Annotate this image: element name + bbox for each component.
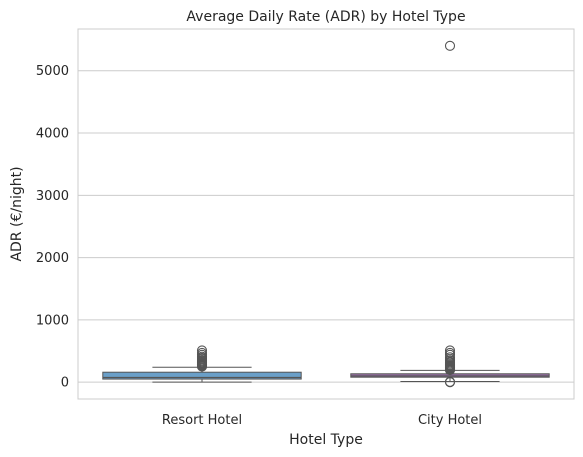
y-tick-label: 4000 <box>36 127 69 142</box>
y-tick-label: 3000 <box>36 189 69 204</box>
box-iqr <box>102 371 302 380</box>
outlier-point <box>444 40 456 51</box>
y-axis-label: ADR (€/night) <box>9 166 25 261</box>
outlier-point <box>444 376 456 387</box>
y-tick-label: 0 <box>61 376 69 391</box>
x-axis-label: Hotel Type <box>289 432 363 448</box>
outlier-point <box>444 347 456 358</box>
x-tick-label: City Hotel <box>418 413 482 428</box>
boxes <box>102 40 550 388</box>
outlier-point <box>444 345 456 356</box>
y-tick-labels: 0 1000 2000 3000 4000 5000 <box>36 64 69 390</box>
x-tick-labels: Resort Hotel City Hotel <box>162 413 482 428</box>
plot-area <box>77 28 575 400</box>
outlier-point <box>444 352 456 363</box>
box-resort-hotel <box>102 345 302 383</box>
y-tick-label: 5000 <box>36 64 69 79</box>
y-tick-label: 2000 <box>36 251 69 266</box>
chart-title: Average Daily Rate (ADR) by Hotel Type <box>186 9 465 25</box>
outlier-point <box>196 347 208 358</box>
box-city-hotel <box>350 40 550 388</box>
y-tick-label: 1000 <box>36 313 69 328</box>
gridlines <box>78 70 574 383</box>
outlier-point <box>196 345 208 356</box>
x-tick-label: Resort Hotel <box>162 413 242 428</box>
